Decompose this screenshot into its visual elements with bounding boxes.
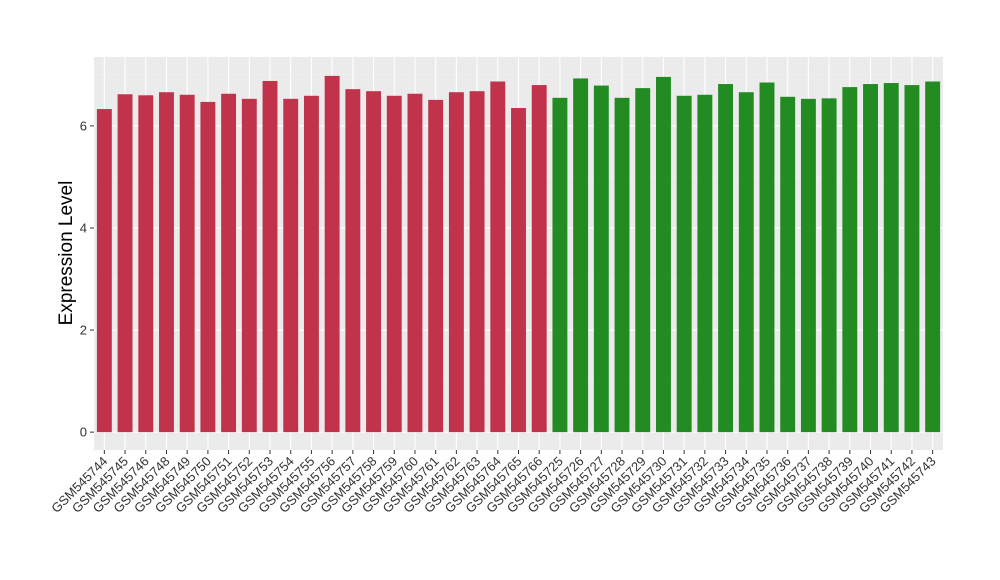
bar-gsm545744 — [96, 109, 112, 433]
y-tick-label: 2 — [80, 323, 87, 338]
x-axis: GSM545744GSM545745GSM545746GSM545748GSM5… — [48, 450, 939, 516]
bar-gsm545732 — [697, 94, 713, 433]
bar-gsm545749 — [179, 94, 195, 433]
bar-gsm545741 — [883, 83, 899, 433]
y-tick-label: 6 — [80, 118, 87, 133]
bar-gsm545759 — [386, 95, 402, 433]
bar-gsm545728 — [614, 97, 630, 433]
bar-gsm545746 — [138, 95, 154, 433]
y-axis: 0 2 4 6 — [80, 118, 94, 440]
bar-gsm545752 — [241, 98, 257, 433]
bar-gsm545736 — [780, 96, 796, 433]
bar-gsm545754 — [283, 98, 299, 433]
bar-gsm545766 — [531, 85, 547, 433]
bar-gsm545738 — [821, 98, 837, 433]
y-tick-label: 4 — [80, 220, 87, 235]
bar-gsm545735 — [759, 82, 775, 433]
bar-gsm545725 — [552, 97, 568, 433]
bar-gsm545755 — [303, 95, 319, 433]
bar-gsm545729 — [635, 88, 651, 433]
bar-gsm545733 — [718, 84, 734, 433]
bar-gsm545737 — [800, 98, 816, 433]
bar-gsm545726 — [573, 78, 589, 433]
bar-gsm545731 — [676, 95, 692, 433]
bar-gsm545760 — [407, 93, 423, 433]
bar-gsm545751 — [221, 93, 237, 433]
bar-gsm545748 — [159, 92, 174, 433]
bar-gsm545727 — [593, 85, 609, 433]
bar-gsm545742 — [904, 85, 920, 433]
bar-gsm545740 — [863, 84, 878, 433]
bar-gsm545764 — [490, 81, 506, 433]
bar-gsm545734 — [738, 92, 754, 433]
bar-gsm545753 — [262, 80, 278, 433]
bar-gsm545739 — [842, 87, 858, 433]
bar-gsm545745 — [117, 94, 133, 433]
bar-gsm545758 — [366, 91, 382, 433]
bar-gsm545756 — [324, 75, 340, 433]
bar-gsm545750 — [200, 101, 216, 433]
bars — [96, 75, 941, 433]
bar-gsm545743 — [925, 81, 941, 433]
bar-gsm545762 — [448, 92, 464, 433]
y-axis-title: Expression Level — [56, 181, 77, 326]
bar-gsm545761 — [428, 99, 444, 433]
bar-gsm545763 — [469, 91, 485, 433]
bar-gsm545757 — [345, 89, 361, 433]
bar-gsm545765 — [511, 108, 526, 433]
y-tick-label: 0 — [80, 425, 87, 440]
bar-gsm545730 — [655, 76, 671, 433]
